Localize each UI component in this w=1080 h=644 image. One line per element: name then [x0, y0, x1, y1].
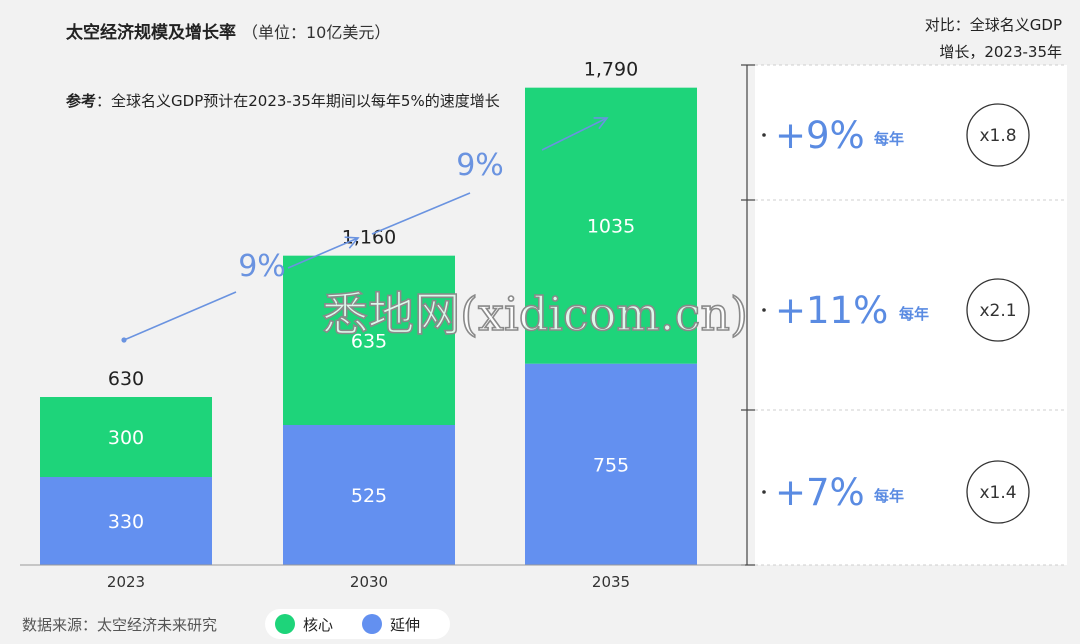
chart-title-unit: （单位：10亿美元） — [242, 23, 390, 42]
legend-swatch-2 — [362, 614, 382, 634]
label-total-2023: 630 — [108, 368, 144, 390]
bars-layer — [40, 87, 697, 565]
labels-layer: 330 300 630 2023 525 635 1,160 2030 755 1035 1,790… — [107, 59, 638, 591]
label-extension-2023: 330 — [108, 511, 144, 533]
legend-swatch-1 — [275, 614, 295, 634]
arrow-2-head-tip — [593, 117, 609, 130]
panel-rate-1: +9% — [775, 114, 865, 157]
panel-multiplier-circle-1 — [966, 103, 1030, 167]
panel-pointer-dot-2 — [762, 308, 766, 312]
label-core-2023: 300 — [108, 427, 144, 449]
chart-title-main: 太空经济规模及增长率 — [66, 22, 236, 43]
growth-arrows-layer: 9% 9% — [121, 117, 609, 343]
x-tick-2023: 2023 — [107, 573, 145, 591]
panel-pointer-dot-1 — [762, 133, 766, 137]
arrow-1-head-tip — [344, 236, 360, 249]
panel-per-1: 每年 — [874, 130, 904, 148]
panel-rate-3: +7% — [775, 471, 865, 514]
panel-rate-2: +11% — [775, 289, 888, 332]
panel-pointer-dot-3 — [762, 490, 766, 494]
chart-title: 太空经济规模及增长率 （单位：10亿美元） — [66, 22, 390, 43]
arrow-2-tail — [371, 192, 471, 235]
panel-per-2: 每年 — [899, 305, 929, 323]
label-total-2030: 1,160 — [342, 227, 396, 249]
comparison-line-1: 对比：全球名义GDP — [925, 16, 1062, 34]
side-panel — [755, 65, 1067, 565]
arrow-1-tail — [123, 291, 237, 341]
label-extension-2030: 525 — [351, 485, 387, 507]
label-core-2030: 635 — [351, 330, 387, 352]
bar-core-2023 — [40, 397, 212, 477]
legend-label-1: 核心 — [303, 616, 333, 634]
label-total-2035: 1,790 — [584, 59, 638, 81]
arrow-1-head — [287, 237, 359, 269]
bar-extension-2023 — [40, 477, 212, 565]
watermark-text: 悉地网(xidicom.cn) — [322, 287, 748, 341]
panel-multiplier-2: x2.1 — [979, 301, 1016, 321]
panel-multiplier-3: x1.4 — [979, 483, 1016, 503]
legend: 核心 延伸 — [265, 609, 450, 639]
panel-multiplier-circle-3 — [966, 460, 1030, 524]
panel-multiplier-1: x1.8 — [979, 126, 1016, 146]
source-note: 数据来源：太空经济未来研究 — [22, 616, 217, 634]
legend-pill — [265, 609, 450, 639]
arrow-label-2030-2035: 9% — [456, 148, 504, 183]
panel-multiplier-circle-2 — [966, 278, 1030, 342]
reference-note: 参考：全球名义GDP预计在2023-35年期间以每年5%的速度增长 — [66, 92, 500, 110]
x-tick-2035: 2035 — [592, 573, 630, 591]
side-panel-rows: +9% 每年 x1.8 +11% 每年 x2.1 +7% 每年 x1.4 — [741, 64, 1067, 566]
x-tick-2030: 2030 — [350, 573, 388, 591]
bar-extension-2030 — [283, 425, 455, 565]
reference-text: ：全球名义GDP预计在2023-35年期间以每年5%的速度增长 — [96, 92, 500, 110]
reference-label: 参考 — [66, 92, 96, 110]
bar-core-2030 — [283, 255, 455, 425]
bar-extension-2035 — [525, 363, 697, 565]
label-core-2035: 1035 — [587, 216, 635, 238]
panel-per-3: 每年 — [874, 487, 904, 505]
legend-label-2: 延伸 — [390, 616, 420, 634]
arrow-label-2023-2030: 9% — [238, 249, 286, 284]
bar-core-2035 — [525, 87, 697, 364]
arrow-2-head — [541, 117, 608, 151]
label-extension-2035: 755 — [593, 454, 629, 476]
comparison-line-2: 增长，2023-35年 — [939, 43, 1062, 61]
